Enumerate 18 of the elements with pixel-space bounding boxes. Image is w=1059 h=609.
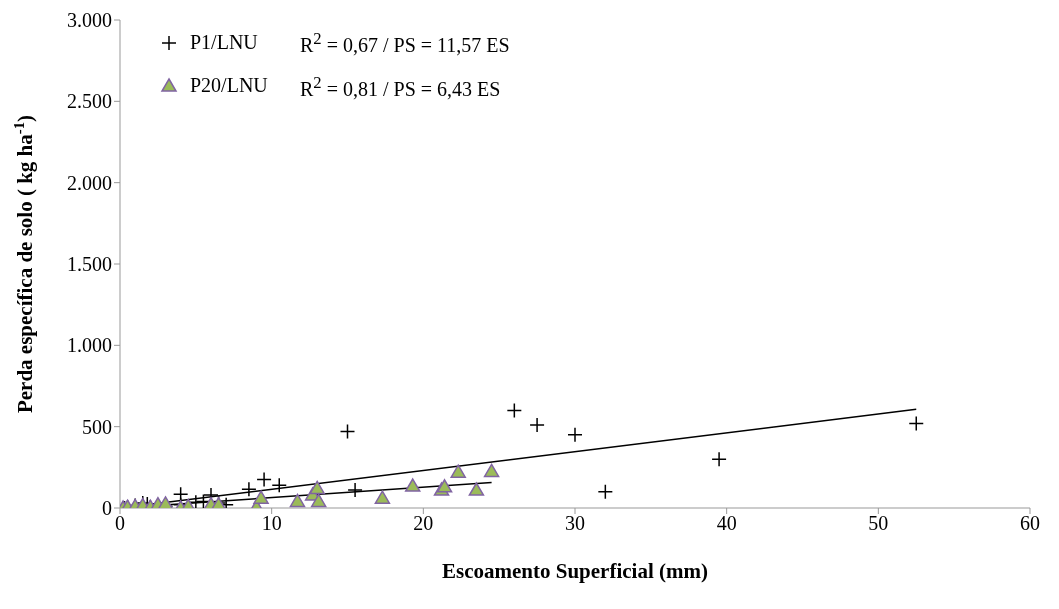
y-tick-label: 1.500: [67, 253, 112, 276]
annotation: R$^{2}$ = 0,81 / PS = 6,43 ES: [300, 71, 501, 102]
x-tick-label: 20: [413, 512, 434, 535]
y-tick-label: 0: [102, 497, 112, 520]
x-tick-label: 60: [1020, 512, 1040, 535]
x-tick-label: 40: [716, 512, 737, 535]
y-tick-label: 2.500: [67, 90, 112, 113]
x-tick-label: 10: [261, 512, 282, 535]
y-tick-label: 3.000: [67, 9, 112, 32]
y-tick-label: 1.000: [67, 334, 112, 357]
x-tick-label: 50: [868, 512, 889, 535]
y-tick-label: 500: [82, 415, 112, 438]
annotation: R$^{2}$ = 0,67 / PS = 11,57 ES: [300, 28, 510, 58]
y-tick-label: 2.000: [67, 171, 112, 194]
x-tick-label: 30: [565, 512, 585, 535]
x-axis-title: Escoamento Superficial (mm): [442, 559, 708, 583]
legend-label: P20/LNU: [190, 73, 269, 99]
legend-label: P1/LNU: [190, 29, 259, 55]
